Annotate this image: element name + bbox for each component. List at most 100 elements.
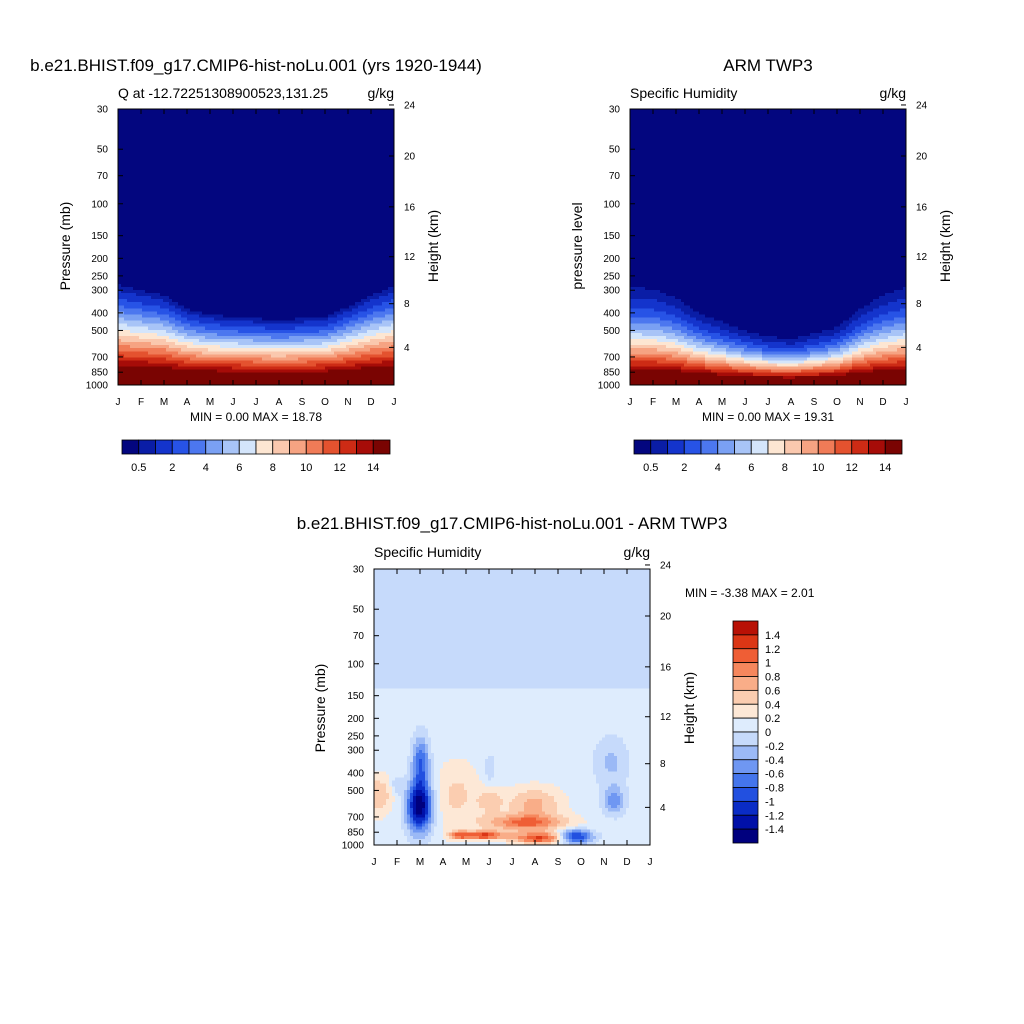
panel1-cell — [265, 115, 269, 119]
panel1-cell — [343, 118, 347, 122]
panel1-cell — [175, 121, 179, 125]
panel1-cell — [358, 136, 362, 141]
panel1-cell — [313, 155, 317, 159]
panel1-cell — [343, 133, 347, 138]
panel1-cell — [256, 145, 260, 150]
panel1-cell — [187, 158, 191, 162]
panel1-cell — [343, 155, 347, 159]
panel1-cell — [235, 136, 239, 141]
panel1-cell — [310, 112, 314, 116]
panel1-cell — [340, 127, 344, 132]
panel1-cell — [190, 148, 194, 153]
panel1-cell — [388, 151, 392, 156]
panel1-cell — [268, 136, 272, 141]
panel1-contour-field — [118, 109, 395, 386]
panel1-cell — [241, 115, 245, 119]
panel1-cell — [358, 145, 362, 150]
panel1-cell — [172, 127, 176, 132]
panel1-cell — [349, 142, 353, 147]
panel1-cell — [322, 112, 326, 116]
panel1-cell — [238, 142, 242, 147]
panel1-cell — [220, 127, 224, 132]
panel1-cell — [277, 130, 281, 135]
panel1-cell — [310, 139, 314, 144]
panel1-cell — [124, 148, 128, 153]
panel1-cell — [319, 133, 323, 138]
panel1-cell — [256, 115, 260, 119]
panel1-cell — [328, 124, 332, 128]
panel1-cell — [133, 115, 137, 119]
panel1-cell — [190, 115, 194, 119]
panel1-cell — [256, 151, 260, 156]
panel1-cell — [334, 133, 338, 138]
panel1-cell — [358, 151, 362, 156]
panel1-cell — [151, 118, 155, 122]
panel1-cell — [367, 136, 371, 141]
panel1-cell — [205, 115, 209, 119]
panel1-cell — [232, 142, 236, 147]
panel1-cell — [139, 118, 143, 122]
panel1-cell — [292, 130, 296, 135]
panel1-cell — [196, 130, 200, 135]
panel1-cell — [352, 130, 356, 135]
panel1-cell — [151, 124, 155, 128]
panel1-cell — [220, 139, 224, 144]
panel1-cell — [355, 130, 359, 135]
panel1-cell — [151, 148, 155, 153]
panel1-cell — [208, 130, 212, 135]
panel1-cell — [286, 133, 290, 138]
panel1-cell — [154, 133, 158, 138]
panel1-cell — [388, 136, 392, 141]
panel1-cell — [280, 118, 284, 122]
panel1-cell — [166, 115, 170, 119]
panel1-cell — [127, 124, 131, 128]
panel1-cell — [217, 112, 221, 116]
panel1-cell — [127, 112, 131, 116]
panel1-cell — [388, 127, 392, 132]
panel1-cell — [136, 148, 140, 153]
panel1-cell — [187, 121, 191, 125]
panel1-cell — [250, 148, 254, 153]
panel1-cell — [139, 151, 143, 156]
panel1-cell — [232, 118, 236, 122]
panel1-cell — [175, 155, 179, 159]
panel1-cell — [184, 115, 188, 119]
panel1-cell — [283, 155, 287, 159]
panel1-cell — [382, 118, 386, 122]
panel1-cell — [364, 142, 368, 147]
panel1-cell — [292, 151, 296, 156]
panel1-cell — [118, 133, 122, 138]
panel1-cell — [184, 139, 188, 144]
panel1-cell — [283, 133, 287, 138]
panel1-cell — [130, 148, 134, 153]
panel1-cell — [316, 109, 320, 113]
panel1-cell — [379, 136, 383, 141]
panel1-cell — [118, 130, 122, 135]
panel1-cell — [388, 124, 392, 128]
panel1-cell — [328, 118, 332, 122]
panel1-cell — [193, 136, 197, 141]
panel1-cell — [127, 151, 131, 156]
panel1-cell — [355, 124, 359, 128]
panel1-cell — [196, 151, 200, 156]
panel1-cell — [364, 115, 368, 119]
panel1-cell — [298, 139, 302, 144]
panel1-cell — [196, 118, 200, 122]
panel1-cell — [163, 148, 167, 153]
panel1-cell — [334, 121, 338, 125]
panel1-cell — [136, 145, 140, 150]
panel1-cell — [130, 112, 134, 116]
panel1-cell — [232, 127, 236, 132]
panel1-cell — [352, 109, 356, 113]
panel1-cell — [286, 145, 290, 150]
panel1-cell — [385, 148, 389, 153]
panel1-cell — [124, 136, 128, 141]
panel1-cell — [265, 124, 269, 128]
panel1-cell — [286, 112, 290, 116]
panel1-cell — [298, 118, 302, 122]
panel1-cell — [169, 118, 173, 122]
panel1-cell — [142, 155, 146, 159]
panel1-cell — [124, 109, 128, 113]
panel1-cell — [307, 145, 311, 150]
panel1-cell — [292, 115, 296, 119]
